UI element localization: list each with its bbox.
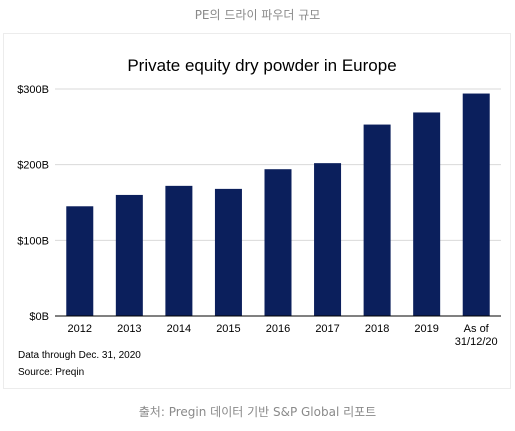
y-tick-label: $300B <box>17 84 49 96</box>
x-tick-label: 2015 <box>216 323 240 335</box>
bar <box>264 169 292 316</box>
bars <box>66 93 490 317</box>
x-tick-label: 2012 <box>68 323 92 335</box>
x-tick-label: 2016 <box>266 323 290 335</box>
bar <box>214 188 242 316</box>
y-tick-label: $200B <box>17 160 49 172</box>
data-through-note: Data through Dec. 31, 2020 <box>18 350 141 361</box>
y-tick-label: $0B <box>29 311 49 323</box>
bar <box>314 163 342 316</box>
bar-chart: Private equity dry powder in Europe $0B$… <box>17 56 501 348</box>
x-tick-label: 2014 <box>167 323 191 335</box>
x-tick-label: 2013 <box>117 323 141 335</box>
bar <box>363 124 391 317</box>
bar <box>165 185 193 316</box>
chart-title: Private equity dry powder in Europe <box>127 56 396 75</box>
x-tick-label: As of 31/12/20 <box>455 323 498 348</box>
bar <box>413 112 441 316</box>
top-caption: PE의 드라이 파우더 규모 <box>194 8 321 22</box>
bottom-caption: 출처: Pregin 데이터 기반 S&P Global 리포트 <box>138 405 377 419</box>
x-axis-tick-labels: 2012 2013 2014 2015 2016 2017 2018 2019 As of 31/… <box>68 323 498 348</box>
y-axis-tick-labels: $0B $100B $200B $300B <box>17 84 49 323</box>
x-tick-label: 2018 <box>365 323 389 335</box>
y-tick-label: $100B <box>17 235 49 247</box>
source-note: Source: Preqin <box>18 367 85 378</box>
bar <box>462 93 490 316</box>
chart-figure: Private equity dry powder in Europe $0B $… <box>3 33 511 389</box>
bar <box>115 194 143 316</box>
x-tick-label: 2019 <box>414 323 438 335</box>
x-tick-label: 2017 <box>315 323 339 335</box>
bar <box>66 206 94 316</box>
